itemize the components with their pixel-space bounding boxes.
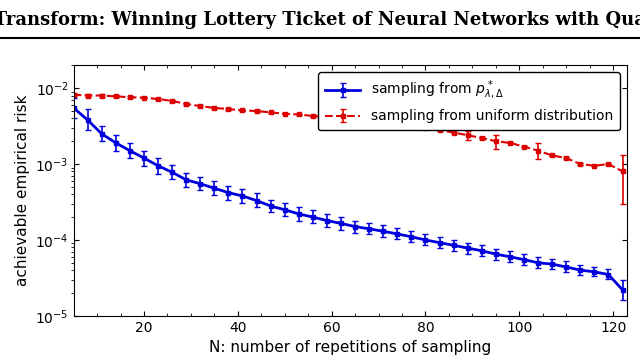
X-axis label: N: number of repetitions of sampling: N: number of repetitions of sampling (209, 340, 492, 355)
Text: Quantum Ridgelet Transform: Winning Lottery Ticket of Neural Networks with Quant: Quantum Ridgelet Transform: Winning Lott… (0, 11, 640, 29)
Y-axis label: achievable empirical risk: achievable empirical risk (15, 95, 29, 286)
Legend: sampling from $p^*_{\lambda,\Delta}$, sampling from uniform distribution: sampling from $p^*_{\lambda,\Delta}$, sa… (318, 72, 620, 130)
